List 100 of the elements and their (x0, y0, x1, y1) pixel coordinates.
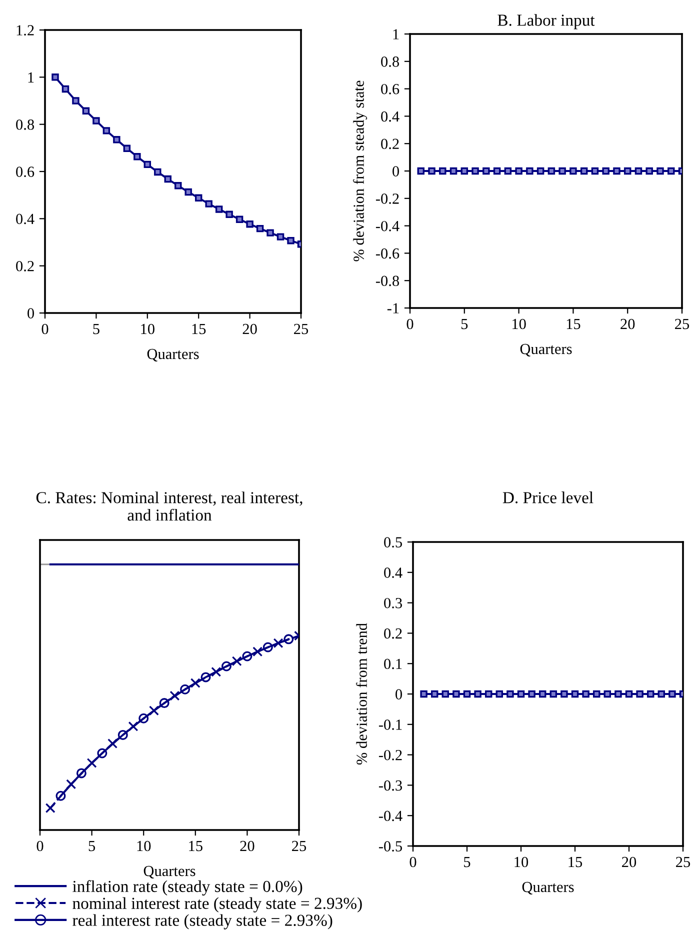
x-tick-label: 0 (36, 840, 44, 852)
x-tick-label: 5 (461, 319, 468, 330)
y-tick-label: 0.2 (16, 260, 34, 272)
y-tick-label: -0.3 (378, 780, 402, 791)
legend-label: nominal interest rate (steady state = 2.93%) (72, 897, 362, 912)
x-tick-label: 15 (566, 318, 580, 330)
y-tick-label: 0.3 (384, 598, 402, 608)
y-tick-label: 0 (28, 308, 34, 318)
x-tick-label: 20 (242, 324, 257, 334)
point (72, 97, 80, 104)
point (200, 672, 211, 682)
y-axis-title: % deviation from trend (356, 623, 368, 765)
y-tick-label: -0.6 (376, 248, 400, 259)
point (287, 236, 294, 244)
y-tick-label: -0.1 (378, 720, 402, 730)
point (148, 706, 159, 716)
point (134, 153, 141, 160)
point (221, 661, 232, 672)
point (236, 216, 244, 223)
point (252, 646, 263, 657)
y-tick-label: 0 (392, 166, 399, 176)
x-axis-title: Quarters (147, 348, 199, 362)
point (180, 684, 190, 694)
point (97, 748, 108, 758)
x-tick-label: 0 (410, 856, 416, 868)
chart-title: B. Labor input (498, 14, 595, 30)
legend-label: inflation rate (steady state = 0.0%) (72, 880, 302, 896)
y-tick-label: 0.4 (384, 568, 402, 578)
point (66, 779, 76, 790)
point (266, 229, 274, 236)
x-tick-label: 10 (512, 318, 526, 330)
x-tick-label: 25 (675, 318, 690, 330)
point (256, 224, 264, 232)
point (170, 690, 180, 701)
point (276, 233, 284, 240)
x-tick-label: 15 (192, 324, 206, 334)
point (118, 730, 128, 740)
point (164, 175, 172, 183)
y-tick-label: 0.2 (384, 628, 402, 639)
point (194, 194, 202, 202)
y-axis-title: % deviation from steady state (353, 80, 368, 262)
point (154, 168, 162, 176)
point (138, 713, 149, 724)
point (128, 721, 138, 732)
legend-label: real interest rate (steady state = 2.93%) (72, 914, 332, 930)
chart-title: D. Price level (502, 492, 594, 504)
point (215, 206, 223, 213)
point (144, 160, 152, 168)
y-tick-label: 1.2 (16, 25, 34, 36)
point (246, 220, 254, 228)
x-tick-label: 25 (294, 324, 308, 334)
y-tick-label: -0.2 (376, 194, 399, 204)
point (62, 85, 70, 93)
x-tick-label: 25 (676, 856, 690, 868)
x-tick-label: 10 (141, 324, 154, 334)
chart-title: C. Rates: Nominal interest, real interest, and inflation (36, 492, 302, 521)
y-tick-label: 0.8 (16, 119, 34, 130)
y-tick-label: 0.4 (381, 111, 400, 122)
x-tick-label: 10 (137, 840, 151, 852)
point (232, 656, 242, 666)
point (284, 634, 294, 644)
x-axis-title: Quarters (144, 866, 196, 878)
x-tick-label: 5 (464, 857, 470, 868)
point (108, 738, 118, 748)
x-tick-label: 20 (240, 840, 254, 852)
y-tick-label: 0.1 (384, 658, 402, 670)
y-tick-label: -1 (387, 303, 399, 314)
x-tick-label: 15 (189, 840, 202, 852)
y-tick-label: 0.6 (381, 84, 400, 94)
x-tick-label: 0 (406, 318, 414, 330)
point (226, 210, 233, 218)
x-tick-label: 10 (514, 856, 528, 868)
x-tick-label: 15 (568, 856, 582, 868)
x-tick-label: 20 (620, 318, 635, 330)
point (82, 107, 90, 115)
point (113, 136, 120, 144)
x-axis-title: Quarters (520, 344, 572, 356)
y-tick-label: 0.5 (384, 537, 402, 548)
x-tick-label: 5 (88, 841, 96, 852)
x-tick-label: 5 (93, 324, 100, 334)
x-tick-label: 0 (42, 324, 48, 334)
y-tick-label: -0.4 (378, 810, 402, 822)
point (76, 768, 86, 778)
y-tick-label: 1 (393, 29, 399, 40)
y-tick-label: 0.8 (381, 56, 399, 67)
point (56, 790, 66, 801)
point (184, 188, 192, 196)
y-tick-label: 0 (396, 689, 402, 700)
y-tick-label: -0.8 (376, 276, 399, 286)
y-tick-label: 0.4 (16, 214, 34, 224)
point (242, 651, 252, 662)
point (102, 127, 110, 134)
point (45, 803, 56, 814)
point (159, 698, 170, 708)
point (92, 117, 100, 124)
point (205, 200, 212, 208)
x-tick-label: 20 (622, 856, 636, 868)
point (190, 678, 200, 688)
point (262, 642, 273, 652)
point (273, 638, 284, 648)
